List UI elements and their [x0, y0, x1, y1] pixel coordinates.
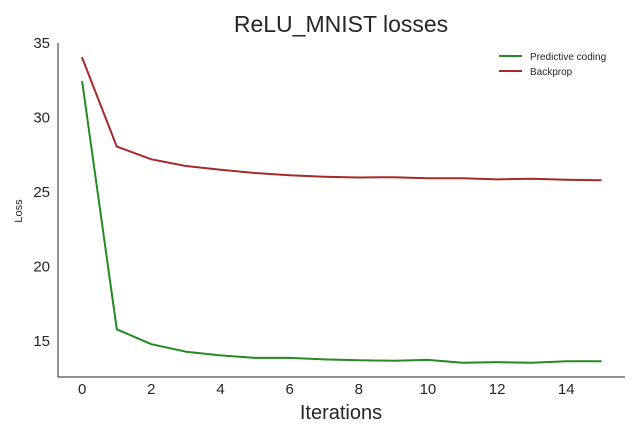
y-tick-label: 25	[33, 184, 50, 201]
y-axis-label: Loss	[13, 199, 25, 223]
x-tick-labels: 0 2 4 6 8 10 12 14	[78, 381, 575, 398]
y-tick-label: 35	[33, 35, 50, 52]
x-tick-label: 10	[420, 381, 437, 398]
series-line-predictive-coding	[81, 80, 602, 364]
y-tick-label: 20	[33, 259, 50, 276]
x-tick-label: 8	[355, 381, 363, 398]
y-tick-label: 15	[33, 333, 50, 350]
chart-title: ReLU_MNIST losses	[234, 11, 448, 37]
legend-label-predictive-coding: Predictive coding	[530, 52, 606, 63]
x-tick-label: 4	[216, 381, 224, 398]
x-tick-label: 0	[78, 381, 86, 398]
x-tick-label: 14	[558, 381, 575, 398]
x-tick-label: 12	[489, 381, 506, 398]
legend-label-backprop: Backprop	[530, 67, 573, 78]
y-tick-labels: 15 20 25 30 35	[33, 35, 50, 350]
x-tick-label: 2	[147, 381, 155, 398]
y-tick-label: 30	[33, 110, 50, 127]
legend: Predictive coding Backprop	[499, 52, 606, 78]
series-layer	[81, 56, 602, 364]
series-line-backprop	[81, 56, 602, 182]
x-tick-label: 6	[285, 381, 293, 398]
x-axis-label: Iterations	[300, 402, 382, 424]
